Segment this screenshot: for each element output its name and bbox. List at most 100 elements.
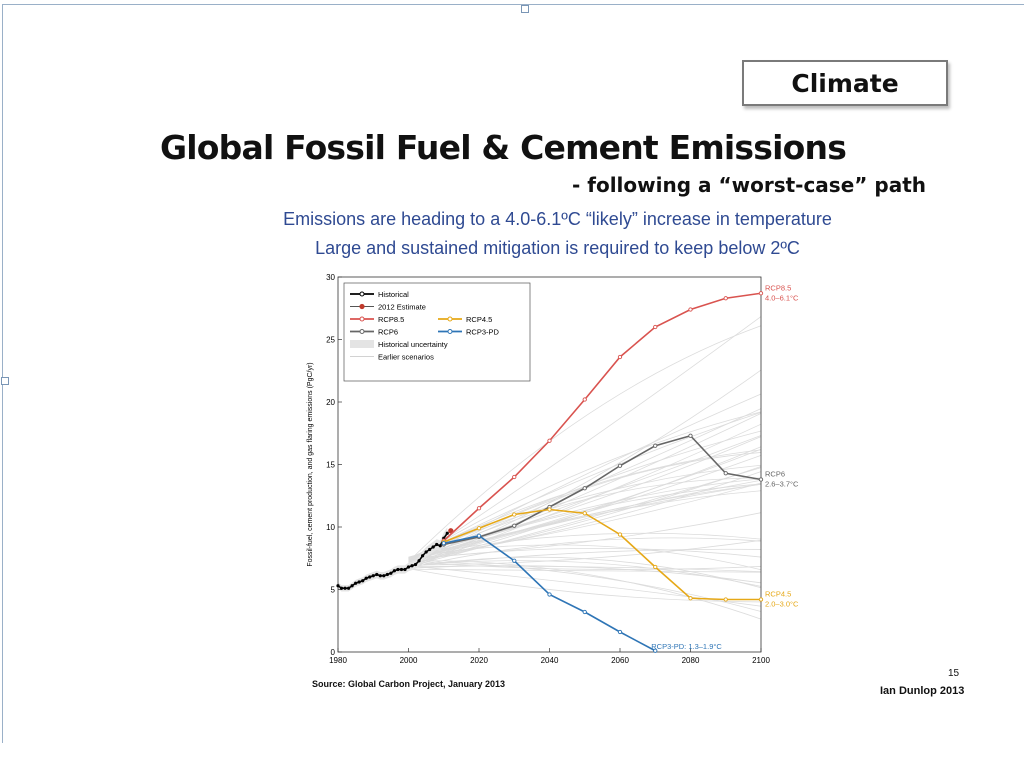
- author-credit: Ian Dunlop 2013: [880, 685, 965, 697]
- y-tick-label: 10: [326, 523, 335, 532]
- series-point-rcp4-5: [758, 597, 764, 602]
- legend-label: RCP8.5: [378, 315, 404, 324]
- series-point-rcp8-5: [758, 291, 764, 296]
- earlier-scenario-line: [408, 483, 762, 563]
- series-point-rcp6: [758, 477, 764, 482]
- page-number: 15: [948, 668, 960, 679]
- y-tick-label: 20: [326, 398, 335, 407]
- historical-point: [350, 584, 354, 588]
- y-tick-label: 15: [326, 461, 335, 470]
- series-end-label-rcp6: RCP6: [765, 470, 785, 479]
- legend-marker: [447, 329, 453, 334]
- series-point-rcp4-5: [688, 596, 693, 601]
- legend-label: Historical uncertainty: [378, 340, 448, 349]
- series-point-rcp8-5: [653, 324, 658, 330]
- x-tick-label: 2040: [541, 656, 559, 665]
- earlier-scenario-line: [408, 412, 762, 560]
- earlier-scenario-line: [408, 561, 762, 570]
- historical-point: [435, 542, 439, 547]
- earlier-scenario-line: [408, 539, 762, 566]
- x-tick-label: 2080: [682, 656, 700, 665]
- series-line-rcp6: [443, 434, 762, 546]
- series-point-rcp8-5: [582, 397, 587, 402]
- source-note: Source: Global Carbon Project, January 2…: [312, 679, 506, 689]
- historical-point: [361, 579, 365, 583]
- series-point-rcp4-5: [547, 507, 552, 512]
- legend-swatch: [350, 340, 374, 348]
- climate-tag-label: Climate: [791, 68, 899, 98]
- series-point-rcp4-5: [582, 511, 587, 516]
- series-end-label-rcp4-5: RCP4.5: [765, 590, 791, 599]
- legend-label: RCP6: [378, 328, 398, 337]
- climate-tag: Climate: [742, 60, 948, 106]
- series-end-sublabel-rcp8-5: 4.0–6.1°C: [765, 293, 799, 302]
- legend-marker: [359, 329, 365, 334]
- historical-point: [406, 565, 411, 569]
- historical-point: [396, 567, 400, 572]
- series-point-rcp8-5: [512, 474, 517, 480]
- earlier-scenario-line: [408, 464, 762, 559]
- historical-point: [385, 572, 389, 577]
- x-tick-label: 2020: [470, 656, 488, 665]
- legend-label: Historical: [378, 290, 409, 299]
- historical-point: [410, 564, 414, 568]
- earlier-scenario-line: [408, 423, 762, 569]
- series-end-label-rcp8-5: RCP8.5: [765, 283, 791, 292]
- historical-point: [371, 574, 375, 578]
- earlier-scenario-line: [408, 316, 762, 564]
- earlier-scenario-line: [408, 369, 762, 570]
- slide-title: Global Fossil Fuel & Cement Emissions: [160, 128, 847, 167]
- y-tick-label: 5: [331, 586, 336, 595]
- earlier-scenario-line: [408, 560, 762, 587]
- historical-point: [346, 586, 351, 590]
- historical-point: [431, 545, 435, 549]
- x-tick-label: 2100: [752, 656, 770, 665]
- series-point-rcp4-5: [653, 564, 658, 570]
- historical-point: [364, 576, 368, 580]
- top-resize-handle[interactable]: [521, 5, 529, 13]
- y-tick-label: 25: [326, 336, 335, 345]
- y-tick-label: 0: [331, 648, 336, 657]
- series-point-rcp6: [723, 471, 728, 476]
- left-resize-handle[interactable]: [1, 377, 9, 385]
- series-point-rcp3-pd: [476, 533, 482, 538]
- x-tick-label: 2060: [611, 656, 629, 665]
- slide-note-mitigation: Large and sustained mitigation is requir…: [315, 238, 800, 258]
- series-point-rcp6: [688, 433, 693, 438]
- series-point-rcp3-pd: [441, 541, 446, 546]
- historical-point: [445, 531, 449, 535]
- historical-point: [382, 574, 386, 578]
- legend-marker: [447, 316, 453, 322]
- legend-label: Earlier scenarios: [378, 353, 434, 362]
- earlier-scenario-line: [408, 477, 762, 565]
- x-tick-label: 1980: [329, 656, 347, 665]
- x-tick-label: 2000: [400, 656, 418, 665]
- series-point-rcp8-5: [476, 506, 482, 511]
- earlier-scenario-line: [408, 537, 762, 569]
- series-point-rcp6: [582, 486, 587, 491]
- series-point-rcp8-5: [723, 296, 728, 301]
- series-end-sublabel-rcp6: 2.6–3.7°C: [765, 480, 799, 489]
- earlier-scenario-line: [408, 467, 762, 567]
- series-point-rcp3-pd: [617, 629, 623, 635]
- historical-point: [354, 581, 358, 585]
- earlier-scenarios-fan: [408, 316, 762, 620]
- historical-point: [368, 575, 372, 579]
- legend-label: RCP4.5: [466, 315, 492, 324]
- legend-marker: [359, 316, 365, 322]
- earlier-scenario-line: [408, 325, 762, 562]
- legend-label: 2012 Estimate: [378, 303, 426, 312]
- legend-marker: [359, 291, 365, 297]
- series-line-rcp8-5: [443, 292, 762, 542]
- emissions-chart: 1980 2000 2020 2040 2060 2080 2100 0 5 10 15 20 25 30…: [307, 273, 799, 665]
- historical-point: [424, 550, 428, 554]
- historical-uncertainty-band: [338, 527, 448, 592]
- historical-point: [428, 547, 432, 552]
- series-point-rcp3-pd: [653, 648, 658, 653]
- series-point-rcp8-5: [617, 354, 623, 360]
- series-end-label-rcp3-pd: RCP3-PD: 1.3–1.9°C: [651, 642, 722, 651]
- series-point-rcp4-5: [617, 532, 623, 537]
- historical-point: [392, 569, 396, 573]
- earlier-scenario-line: [408, 548, 762, 567]
- slide-note-temperature: Emissions are heading to a 4.0-6.1ºC “li…: [283, 209, 832, 229]
